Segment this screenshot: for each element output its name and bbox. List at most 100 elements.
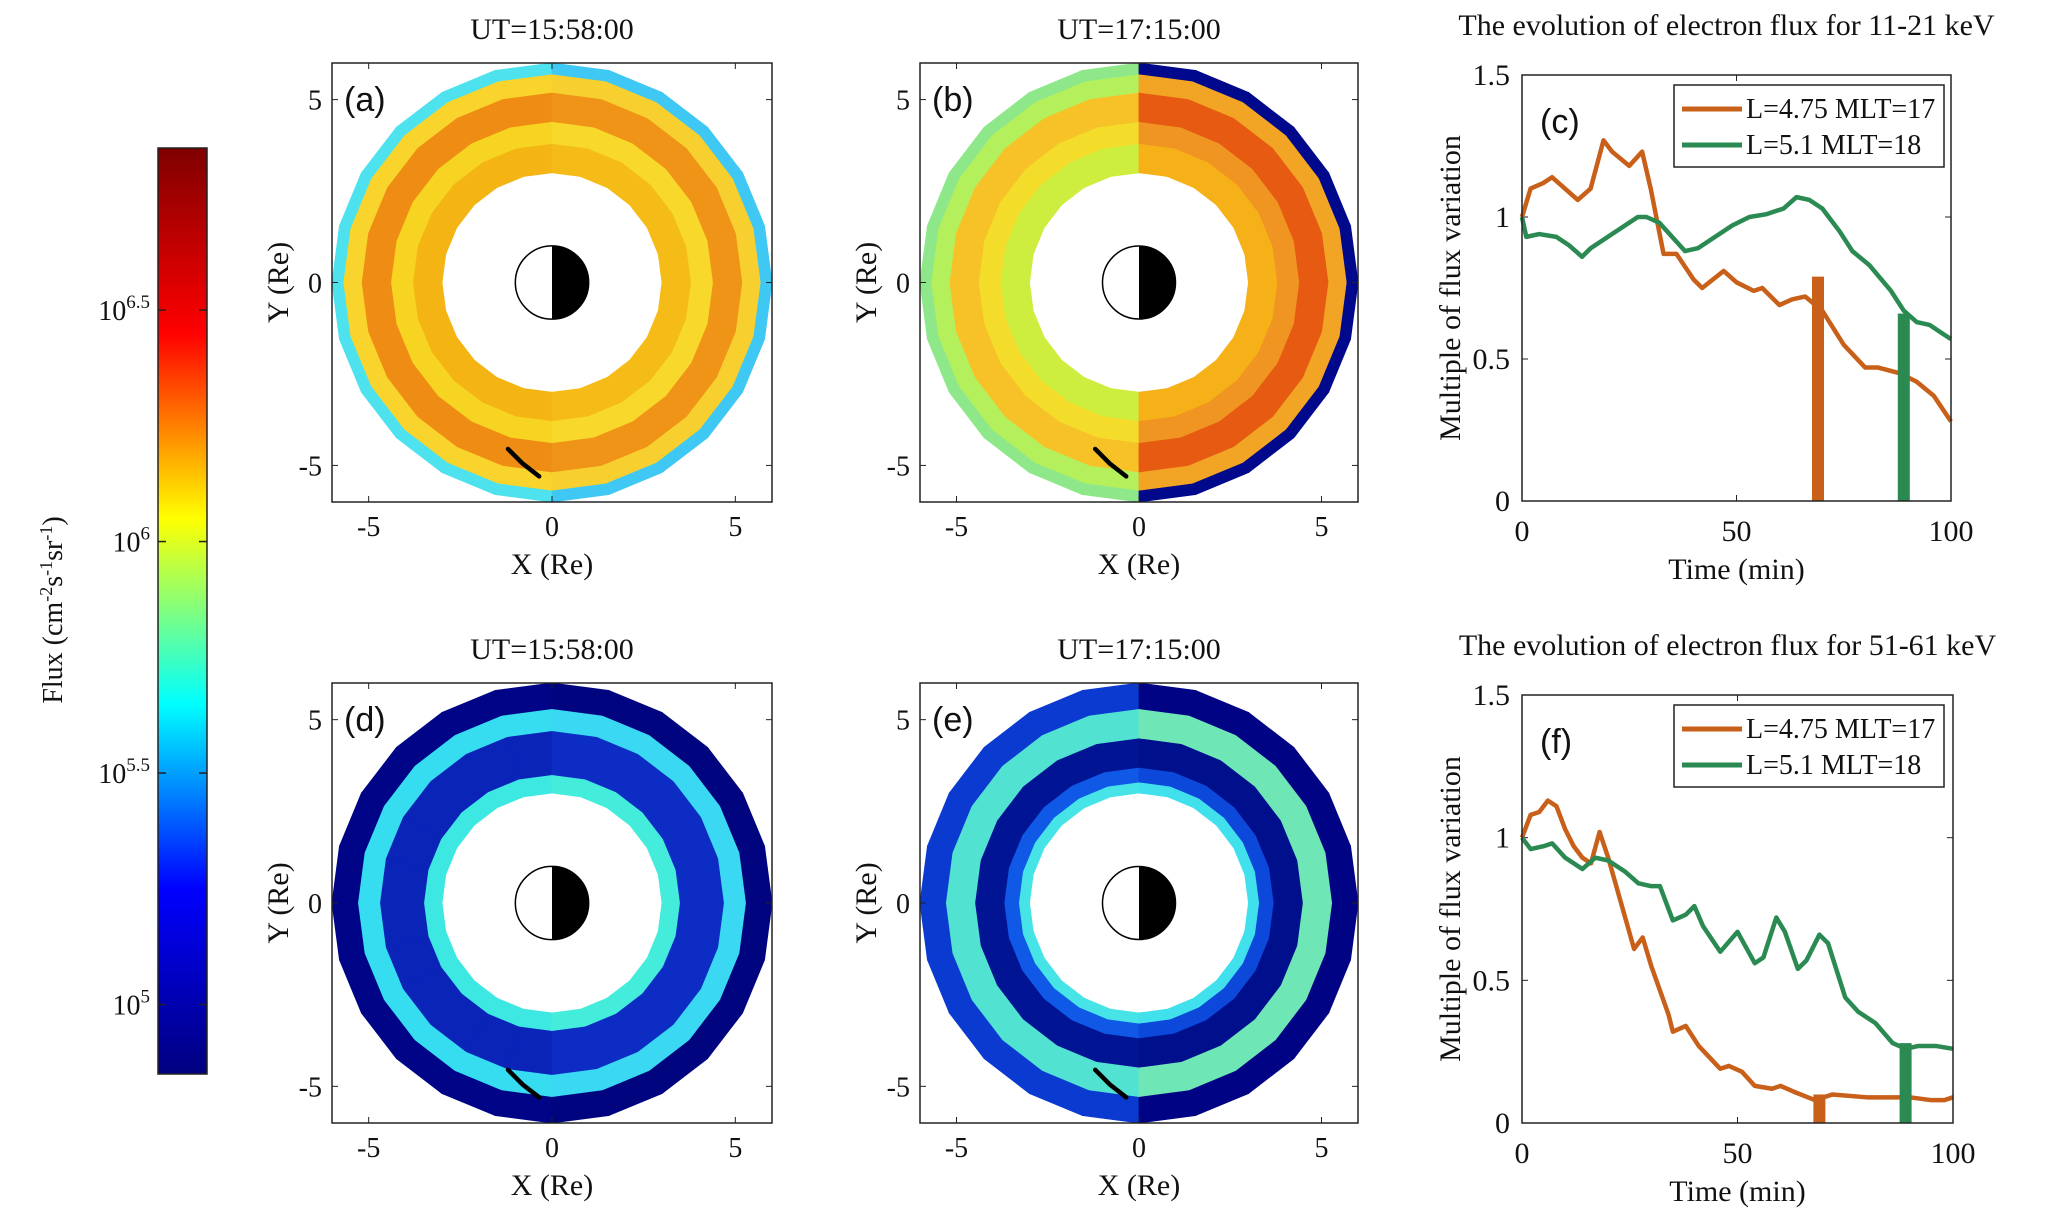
- tick-base: 10: [113, 991, 141, 1022]
- flux-sector: [494, 483, 553, 502]
- x-tick-label: 50: [1722, 515, 1752, 548]
- x-axis-label: Time (min): [1668, 553, 1804, 586]
- x-tick-label: 0: [545, 1133, 559, 1164]
- legend-box: [1673, 84, 1945, 168]
- y-axis-label: Y (Re): [262, 862, 295, 943]
- x-tick-label: 0: [545, 512, 559, 543]
- flux-sector: [920, 845, 953, 904]
- tick-exponent: 5: [141, 987, 151, 1008]
- earth-night-side: [552, 245, 589, 320]
- x-tick-label: 100: [1931, 1137, 1976, 1170]
- panel-label: (f): [1540, 723, 1572, 761]
- y-axis-label: Multiple of flux variation: [1434, 756, 1467, 1062]
- tick-base: 10: [98, 759, 126, 790]
- satellite-track: [1092, 1067, 1129, 1100]
- y-tick-label: -5: [299, 451, 322, 482]
- axes-frame: [331, 62, 773, 503]
- flux-sector: [1138, 63, 1197, 82]
- x-tick-label: 0: [1132, 512, 1146, 543]
- legend-label: L=5.1 MLT=18: [1746, 130, 1921, 161]
- panel-label: (c): [1540, 103, 1580, 141]
- y-axis-label: Y (Re): [850, 242, 883, 323]
- x-tick-label: 0: [1515, 1137, 1530, 1170]
- flux-map: [920, 683, 1358, 1123]
- flux-map: [332, 63, 772, 502]
- x-tick-label: -5: [945, 1133, 968, 1164]
- y-tick-label: 0: [896, 269, 910, 300]
- panel-label: (d): [344, 701, 386, 739]
- marker-bar-0: [1812, 276, 1825, 501]
- y-tick-label: 0: [1495, 1107, 1510, 1140]
- x-tick-label: 5: [728, 512, 742, 543]
- panel-c: 0 50 100 0 0.5 1 1.5 L=4.75 MLT=17 L=5.1 MLT=18 T…: [1434, 9, 1995, 586]
- earth-night-side: [1139, 866, 1176, 940]
- y-axis-label: Y (Re): [850, 862, 883, 943]
- y-axis-label: Y (Re): [262, 242, 295, 323]
- flux-sector: [332, 845, 365, 904]
- flux-sector: [1339, 282, 1358, 340]
- panel-d: -5 -5 0 0 5 5 UT=15:58:00 X (Re) Y (Re) (d): [262, 633, 773, 1202]
- panel-title: UT=17:15:00: [1057, 633, 1221, 666]
- legend: L=4.75 MLT=17 L=5.1 MLT=18: [1673, 84, 1945, 168]
- satellite-track: [505, 1067, 542, 1100]
- panel-label: (a): [344, 81, 386, 119]
- x-axis-label: X (Re): [511, 548, 593, 581]
- panel-title: UT=17:15:00: [1057, 13, 1221, 46]
- x-tick-label: -5: [357, 1133, 380, 1164]
- axes-frame: [919, 62, 1359, 503]
- colorbar-tick-label: 106.5: [98, 292, 150, 327]
- x-tick-label: 5: [728, 1133, 742, 1164]
- x-tick-label: 5: [1315, 512, 1329, 543]
- earth-night-side: [1139, 246, 1176, 319]
- y-tick-label: -5: [299, 1072, 322, 1103]
- legend-label: L=4.75 MLT=17: [1746, 714, 1935, 745]
- y-tick-label: -5: [887, 451, 910, 482]
- legend-label: L=5.1 MLT=18: [1746, 750, 1921, 781]
- legend-box: [1673, 704, 1945, 788]
- x-axis-label: X (Re): [1098, 548, 1180, 581]
- x-axis-label: Time (min): [1669, 1175, 1805, 1208]
- x-axis-label: X (Re): [511, 1169, 593, 1202]
- marker-bar-1: [1897, 313, 1910, 501]
- colorbar-tick-label: 105.5: [98, 755, 150, 790]
- panel-title: UT=15:58:00: [470, 13, 634, 46]
- flux-sector: [1325, 902, 1358, 961]
- x-axis-label: X (Re): [1098, 1169, 1180, 1202]
- panel-e: -5 -5 0 0 5 5 UT=17:15:00 X (Re) Y (Re) (e): [850, 633, 1359, 1202]
- y-tick-label: 0: [1495, 485, 1510, 518]
- x-tick-label: -5: [945, 512, 968, 543]
- y-tick-label: 0: [308, 889, 322, 920]
- x-tick-label: 50: [1723, 1137, 1753, 1170]
- flux-map: [920, 63, 1358, 502]
- panel-title: The evolution of electron flux for 51-61…: [1459, 629, 1997, 662]
- y-tick-label: 5: [308, 706, 322, 737]
- tick-exponent: 6.5: [126, 292, 150, 313]
- x-tick-label: -5: [357, 512, 380, 543]
- axes-frame: [331, 682, 773, 1124]
- colorbar-tick-label: 105: [113, 987, 151, 1022]
- tick-base: 10: [113, 528, 141, 559]
- x-tick-label: 0: [1515, 515, 1530, 548]
- flux-sector: [551, 683, 610, 716]
- y-axis-label: Multiple of flux variation: [1434, 135, 1467, 441]
- tick-exponent: 5.5: [126, 755, 150, 776]
- satellite-track: [1092, 446, 1129, 479]
- panel-title: UT=15:58:00: [470, 633, 634, 666]
- y-tick-label: 0: [896, 889, 910, 920]
- flux-sector: [739, 902, 772, 961]
- flux-sector: [1138, 683, 1197, 716]
- flux-sector: [920, 225, 939, 283]
- panel-b: -5 -5 0 0 5 5 UT=17:15:00 X (Re) Y (Re) (b): [850, 13, 1359, 581]
- axes-frame: [1521, 694, 1954, 1124]
- series-line-1: [1519, 194, 1953, 341]
- series-line-0: [1519, 798, 1954, 1103]
- series-line-0: [1519, 138, 1953, 423]
- y-tick-label: 5: [896, 706, 910, 737]
- y-tick-label: 5: [308, 86, 322, 117]
- colorbar-label: Flux (cm-2s-1sr-1): [36, 516, 69, 703]
- earth-night-side: [552, 866, 589, 940]
- panel-title: The evolution of electron flux for 11-21…: [1458, 9, 1995, 42]
- y-tick-label: 0.5: [1473, 343, 1511, 376]
